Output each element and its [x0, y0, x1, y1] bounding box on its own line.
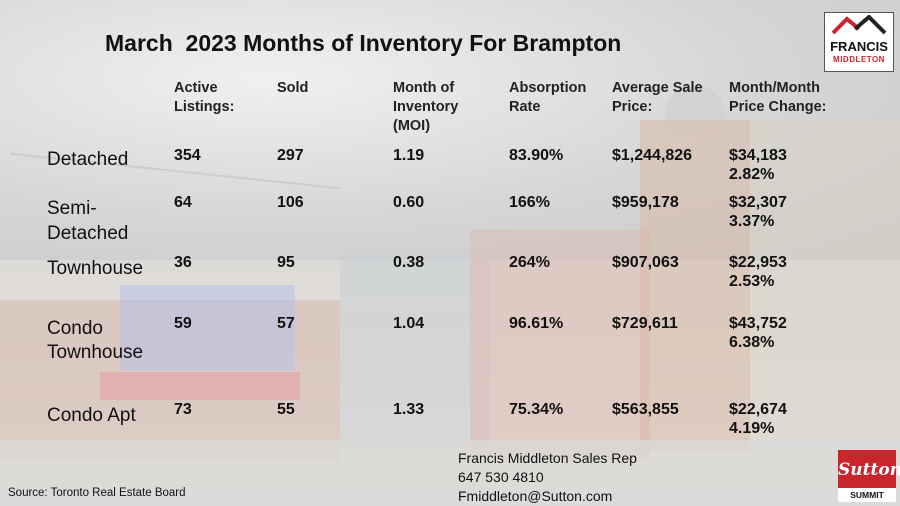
header-active-listings: Active Listings: [174, 80, 235, 115]
background-building-right [750, 120, 900, 440]
cell-absorption: 96.61% [509, 315, 564, 332]
cell-moi: 1.04 [393, 315, 425, 332]
background-clock-tower [640, 120, 750, 450]
cell-price-change: $22,674 4.19% [729, 401, 787, 437]
row-label-townhouse: Townhouse [47, 258, 144, 279]
cell-average-price: $563,855 [612, 401, 679, 418]
cell-price-change: $22,953 2.53% [729, 254, 787, 290]
header-absorption-rate: Absorption Rate [509, 80, 587, 115]
cell-moi: 1.33 [393, 401, 425, 418]
background-banner [100, 372, 300, 400]
sutton-wordmark: Sutton [838, 460, 900, 480]
contact-name: Francis Middleton Sales Rep [458, 450, 637, 466]
header-average-sale-price: Average Sale Price: [612, 80, 703, 115]
cell-active: 59 [174, 315, 192, 332]
cell-moi: 0.38 [393, 254, 425, 271]
contact-phone: 647 530 4810 [458, 469, 544, 485]
francis-middleton-logo: FRANCIS MIDDLETON [824, 12, 894, 72]
cell-sold: 297 [277, 147, 304, 164]
logo-line-2: MIDDLETON [833, 55, 885, 64]
cell-average-price: $729,611 [612, 315, 678, 332]
row-label-condo-apt: Condo Apt [47, 405, 136, 426]
row-label-condo-townhouse: Condo Townhouse [47, 318, 144, 363]
header-moi: Month of Inventory (MOI) [393, 80, 459, 134]
cell-average-price: $907,063 [612, 254, 679, 271]
row-label-semi-detached: Semi- Detached [47, 198, 129, 244]
cell-price-change: $34,183 2.82% [729, 147, 787, 183]
cell-absorption: 264% [509, 254, 550, 271]
cell-average-price: $1,244,826 [612, 147, 693, 164]
summit-tag: SUMMIT [838, 488, 896, 502]
background-street [0, 440, 900, 506]
cell-active: 64 [174, 194, 192, 211]
cell-moi: 1.19 [393, 147, 425, 164]
header-sold: Sold [277, 80, 309, 96]
cell-sold: 95 [277, 254, 295, 271]
cell-active: 354 [174, 147, 201, 164]
contact-info: Francis Middleton Sales Rep 647 530 4810… [458, 449, 637, 506]
cell-absorption: 83.90% [509, 147, 564, 164]
house-roof-icon [831, 15, 887, 35]
page-title: March 2023 Months of Inventory For Bramp… [105, 30, 622, 56]
row-label-detached: Detached [47, 149, 129, 170]
cell-sold: 55 [277, 401, 295, 418]
logo-line-1: FRANCIS [830, 39, 888, 54]
cell-active: 73 [174, 401, 192, 418]
cell-sold: 106 [277, 194, 304, 211]
cell-moi: 0.60 [393, 194, 425, 211]
background-billboard [120, 285, 295, 370]
cell-absorption: 75.34% [509, 401, 564, 418]
cell-average-price: $959,178 [612, 194, 679, 211]
source-note: Source: Toronto Real Estate Board [8, 487, 186, 499]
background-building-glass [340, 255, 490, 445]
cell-sold: 57 [277, 315, 295, 332]
cell-absorption: 166% [509, 194, 550, 211]
cell-active: 36 [174, 254, 192, 271]
cell-price-change: $43,752 6.38% [729, 315, 787, 351]
cell-price-change: $32,307 3.37% [729, 194, 787, 230]
background-building-brick [470, 230, 650, 460]
sutton-summit-logo: Sutton SUMMIT [838, 450, 900, 502]
contact-email: Fmiddleton@Sutton.com [458, 488, 613, 504]
header-price-change: Month/Month Price Change: [729, 80, 827, 115]
